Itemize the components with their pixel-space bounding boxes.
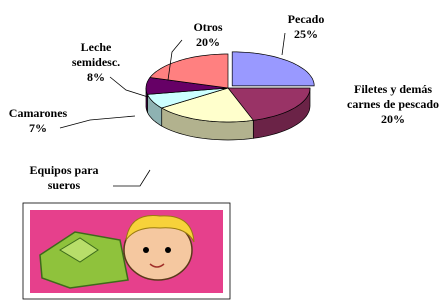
page: Otros20% Pecado25% Filetes y demás carne… [0, 0, 447, 300]
value-label: 20% [193, 35, 222, 50]
value-label: 7% [9, 121, 67, 136]
pie [146, 52, 314, 140]
value-label: 8% [56, 70, 136, 85]
eye [165, 247, 171, 253]
slice-label: Equipos para sueros [29, 163, 99, 193]
category: Filetes y demás carnes de pescado [342, 82, 444, 112]
category: Equipos para sueros [29, 163, 99, 193]
leader-line [60, 116, 135, 128]
leader-line [113, 170, 150, 186]
category: Leche semidesc. [56, 40, 136, 70]
eye [143, 247, 149, 253]
category: Pecado [288, 12, 325, 27]
clip-art [23, 203, 230, 299]
slice [232, 52, 314, 86]
value-label: 25% [288, 27, 325, 42]
leader-line [282, 33, 285, 55]
category: Camarones [9, 106, 67, 121]
category: Otros [193, 20, 222, 35]
slice-label: Leche semidesc.8% [56, 40, 136, 85]
value-label: 20% [342, 112, 444, 127]
